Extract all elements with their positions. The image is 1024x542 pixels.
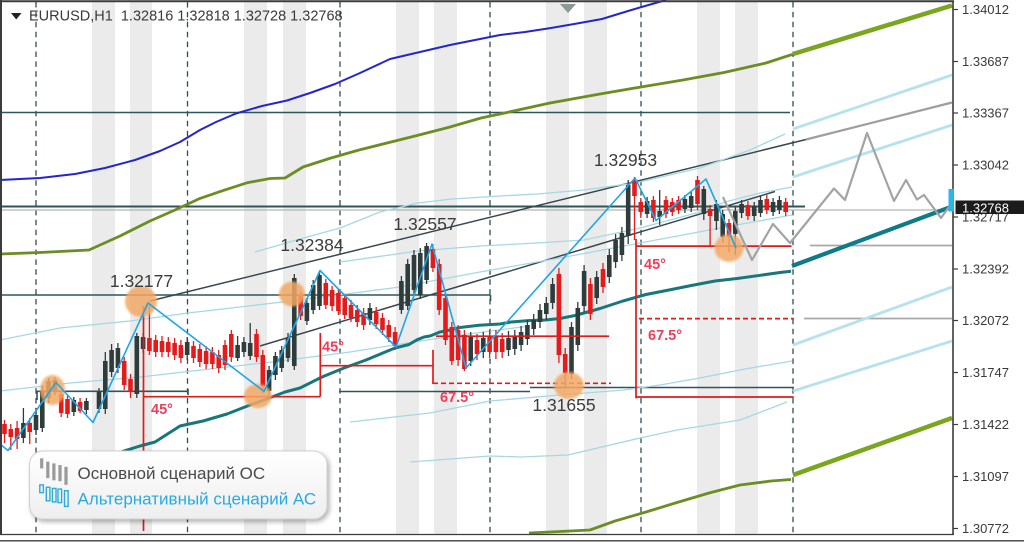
svg-text:67.5°: 67.5° [440,390,474,406]
svg-text:67.5°: 67.5° [648,328,682,344]
svg-text:1.32072: 1.32072 [962,313,1009,328]
svg-text:Альтернативный сценарий АС: Альтернативный сценарий АС [78,490,317,509]
svg-text:1.31097: 1.31097 [962,469,1009,484]
svg-text:1.33367: 1.33367 [962,106,1009,121]
svg-text:1.32768: 1.32768 [962,200,1009,215]
svg-text:1.33042: 1.33042 [962,158,1009,173]
svg-text:1.32392: 1.32392 [962,262,1009,277]
svg-text:1.32953: 1.32953 [594,150,657,170]
svg-text:1.31422: 1.31422 [962,417,1009,432]
svg-text:1.32384: 1.32384 [280,235,344,255]
svg-text:1.30772: 1.30772 [962,521,1009,536]
svg-text:1.34012: 1.34012 [962,2,1009,17]
svg-text:1.32557: 1.32557 [393,214,456,234]
svg-text:1.33687: 1.33687 [962,54,1009,69]
svg-text:1.31655: 1.31655 [532,395,595,415]
svg-text:EURUSD,H1 1.32816 1.32818 1.3: EURUSD,H1 1.32816 1.32818 1.32728 1.3276… [29,9,343,25]
svg-text:45°: 45° [644,257,666,273]
svg-text:1.31747: 1.31747 [962,365,1009,380]
svg-text:45°: 45° [322,340,344,356]
svg-text:45°: 45° [151,402,173,418]
svg-text:Основной сценарий ОС: Основной сценарий ОС [78,464,266,483]
svg-text:1.32177: 1.32177 [110,271,173,291]
